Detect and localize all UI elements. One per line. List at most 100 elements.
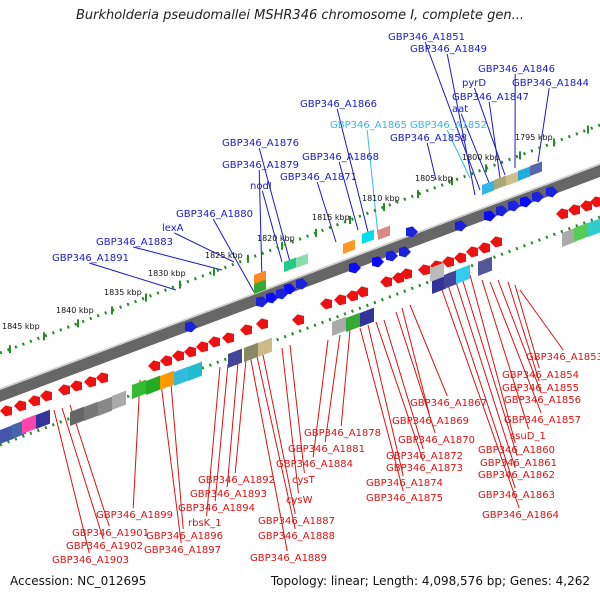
reverse-gene-label[interactable]: GBP346_A1867 bbox=[410, 398, 487, 409]
reverse-gene-arrow[interactable] bbox=[442, 256, 454, 268]
gene-features[interactable] bbox=[0, 161, 600, 444]
cyan-gene-label[interactable]: GBP346_A1852 bbox=[410, 120, 487, 131]
forward-gene-label[interactable]: nodI bbox=[250, 181, 272, 192]
forward-gene-label[interactable]: GBP346_A1866 bbox=[300, 99, 377, 110]
reverse-gene-label[interactable]: rbsK_1 bbox=[188, 518, 222, 529]
reverse-gene-arrow[interactable] bbox=[0, 405, 12, 417]
reverse-gene-arrow[interactable] bbox=[58, 384, 70, 396]
reverse-gene-label[interactable]: GBP346_A1873 bbox=[386, 463, 463, 474]
reverse-gene-label[interactable]: GBP346_A1888 bbox=[258, 531, 335, 542]
reverse-gene-block[interactable] bbox=[112, 390, 126, 410]
reverse-gene-block[interactable] bbox=[22, 414, 36, 434]
reverse-gene-label[interactable]: GBP346_A1857 bbox=[504, 415, 581, 426]
reverse-gene-label[interactable]: GBP346_A1854 bbox=[502, 370, 579, 381]
reverse-gene-arrow[interactable] bbox=[490, 236, 502, 248]
reverse-gene-label[interactable]: GBP346_A1863 bbox=[478, 490, 555, 501]
forward-gene-arrow[interactable] bbox=[372, 256, 384, 268]
forward-gene-label[interactable]: GBP346_A1871 bbox=[280, 172, 357, 183]
reverse-gene-block[interactable] bbox=[430, 262, 444, 282]
forward-gene-block[interactable] bbox=[482, 180, 494, 195]
forward-gene-label[interactable]: GBP346_A1851 bbox=[388, 32, 465, 43]
reverse-gene-arrow[interactable] bbox=[418, 264, 430, 276]
forward-gene-arrow[interactable] bbox=[399, 246, 411, 258]
reverse-gene-block[interactable] bbox=[174, 366, 188, 386]
reverse-gene-arrow[interactable] bbox=[380, 276, 392, 288]
forward-gene-block[interactable] bbox=[284, 257, 296, 272]
reverse-gene-block[interactable] bbox=[36, 409, 50, 429]
reverse-gene-block[interactable] bbox=[70, 406, 84, 426]
reverse-gene-arrow[interactable] bbox=[240, 324, 252, 336]
reverse-gene-label[interactable]: GBP346_A1897 bbox=[144, 545, 221, 556]
reverse-gene-block[interactable] bbox=[360, 307, 374, 327]
forward-gene-arrow[interactable] bbox=[406, 226, 418, 238]
forward-gene-block[interactable] bbox=[378, 225, 390, 240]
reverse-gene-arrow[interactable] bbox=[96, 372, 108, 384]
forward-gene-block[interactable] bbox=[343, 239, 355, 254]
forward-gene-label[interactable]: GBP346_A1879 bbox=[222, 160, 299, 171]
reverse-gene-arrow[interactable] bbox=[292, 314, 304, 326]
reverse-gene-block[interactable] bbox=[98, 396, 112, 416]
forward-gene-label[interactable]: GBP346_A1891 bbox=[52, 253, 129, 264]
reverse-gene-arrow[interactable] bbox=[196, 341, 208, 353]
reverse-gene-arrow[interactable] bbox=[84, 376, 96, 388]
reverse-gene-arrow[interactable] bbox=[222, 332, 234, 344]
reverse-gene-arrow[interactable] bbox=[334, 294, 346, 306]
reverse-gene-arrow[interactable] bbox=[208, 336, 220, 348]
forward-gene-block[interactable] bbox=[254, 279, 266, 294]
reverse-gene-label[interactable]: GBP346_A1887 bbox=[258, 516, 335, 527]
reverse-gene-label[interactable]: GBP346_A1875 bbox=[366, 493, 443, 504]
reverse-gene-block[interactable] bbox=[444, 269, 458, 289]
reverse-gene-label[interactable]: ssuD_1 bbox=[510, 431, 546, 442]
reverse-gene-arrow[interactable] bbox=[40, 390, 52, 402]
reverse-gene-arrow[interactable] bbox=[478, 242, 490, 254]
reverse-gene-label[interactable]: GBP346_A1860 bbox=[478, 445, 555, 456]
reverse-gene-block[interactable] bbox=[332, 316, 346, 336]
reverse-gene-block[interactable] bbox=[0, 424, 14, 444]
cyan-gene-label[interactable]: GBP346_A1865 bbox=[330, 120, 407, 131]
forward-gene-block[interactable] bbox=[518, 166, 530, 181]
reverse-gene-arrow[interactable] bbox=[590, 196, 600, 208]
reverse-gene-label[interactable]: GBP346_A1874 bbox=[366, 478, 443, 489]
forward-gene-arrow[interactable] bbox=[266, 292, 278, 304]
reverse-gene-block[interactable] bbox=[244, 342, 258, 362]
reverse-gene-arrow[interactable] bbox=[28, 395, 40, 407]
forward-gene-label[interactable]: GBP346_A1858 bbox=[390, 133, 467, 144]
forward-gene-block[interactable] bbox=[506, 171, 518, 186]
reverse-gene-arrow[interactable] bbox=[256, 318, 268, 330]
reverse-gene-block[interactable] bbox=[160, 370, 174, 390]
forward-gene-label[interactable]: lexA bbox=[162, 223, 184, 234]
reverse-gene-label[interactable]: GBP346_A1902 bbox=[66, 541, 143, 552]
reverse-gene-label[interactable]: GBP346_A1878 bbox=[304, 428, 381, 439]
reverse-gene-block[interactable] bbox=[588, 218, 600, 237]
reverse-gene-arrow[interactable] bbox=[14, 400, 26, 412]
reverse-gene-block[interactable] bbox=[84, 401, 98, 421]
reverse-gene-label[interactable]: GBP346_A1894 bbox=[178, 503, 255, 514]
forward-gene-label[interactable]: GBP346_A1880 bbox=[176, 209, 253, 220]
forward-gene-arrow[interactable] bbox=[284, 283, 296, 295]
reverse-gene-label[interactable]: GBP346_A1872 bbox=[386, 451, 463, 462]
reverse-gene-arrow[interactable] bbox=[466, 246, 478, 258]
reverse-gene-arrow[interactable] bbox=[346, 290, 358, 302]
reverse-gene-label[interactable]: GBP346_A1896 bbox=[146, 531, 223, 542]
forward-gene-arrow[interactable] bbox=[386, 250, 398, 262]
reverse-gene-label[interactable]: GBP346_A1893 bbox=[190, 489, 267, 500]
forward-gene-block[interactable] bbox=[296, 253, 308, 268]
reverse-gene-arrow[interactable] bbox=[172, 350, 184, 362]
reverse-gene-block[interactable] bbox=[562, 227, 576, 247]
reverse-gene-label[interactable]: cysT bbox=[292, 475, 316, 486]
forward-gene-arrow[interactable] bbox=[546, 186, 558, 198]
reverse-gene-block[interactable] bbox=[132, 379, 146, 399]
reverse-gene-label[interactable]: GBP346_A1864 bbox=[482, 510, 559, 521]
reverse-gene-arrow[interactable] bbox=[392, 272, 404, 284]
reverse-gene-block[interactable] bbox=[574, 222, 588, 242]
reverse-gene-arrow[interactable] bbox=[70, 380, 82, 392]
forward-gene-label[interactable]: GBP346_A1883 bbox=[96, 237, 173, 248]
reverse-gene-block[interactable] bbox=[146, 375, 160, 395]
reverse-gene-block[interactable] bbox=[346, 312, 360, 332]
reverse-gene-label[interactable]: GBP346_A1901 bbox=[72, 528, 149, 539]
reverse-gene-label[interactable]: GBP346_A1892 bbox=[198, 475, 275, 486]
forward-gene-label[interactable]: aat bbox=[452, 104, 468, 115]
reverse-gene-label[interactable]: GBP346_A1853 bbox=[526, 352, 600, 363]
